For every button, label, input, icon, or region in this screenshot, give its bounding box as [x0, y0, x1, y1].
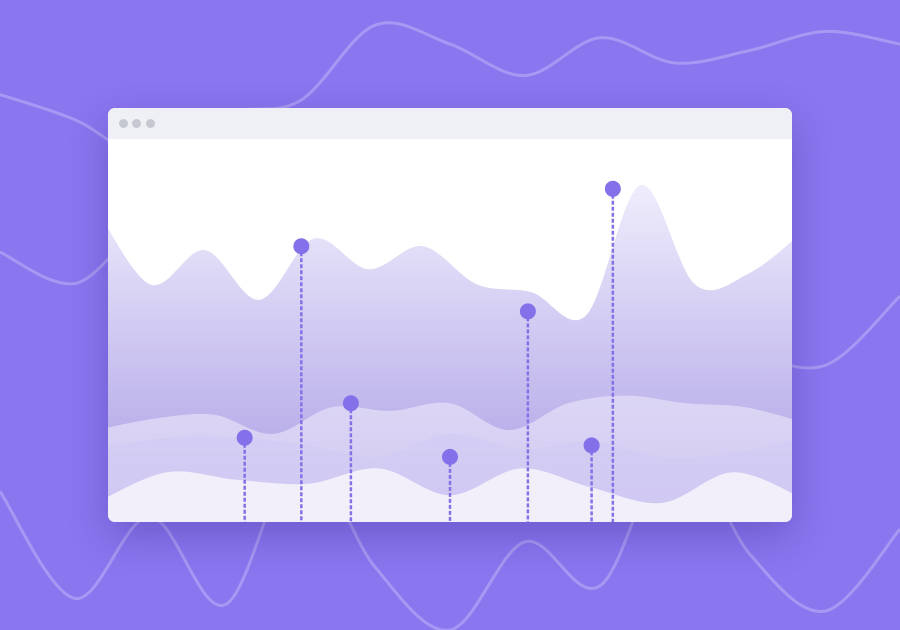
- area-series-4: [108, 468, 792, 522]
- data-point-marker[interactable]: [583, 437, 600, 454]
- data-point-marker[interactable]: [342, 395, 359, 412]
- browser-window: [108, 108, 792, 522]
- data-point-marker[interactable]: [442, 448, 458, 465]
- window-close-dot[interactable]: [119, 119, 128, 128]
- data-point-marker[interactable]: [604, 180, 621, 197]
- data-point-marker[interactable]: [519, 303, 536, 320]
- window-content: [108, 139, 792, 522]
- data-point-marker[interactable]: [293, 238, 310, 255]
- data-markers: [236, 180, 621, 522]
- window-maximize-dot[interactable]: [146, 119, 155, 128]
- window-minimize-dot[interactable]: [132, 119, 141, 128]
- area-chart: [108, 180, 792, 522]
- data-point-marker[interactable]: [236, 429, 253, 446]
- window-titlebar: [108, 108, 792, 139]
